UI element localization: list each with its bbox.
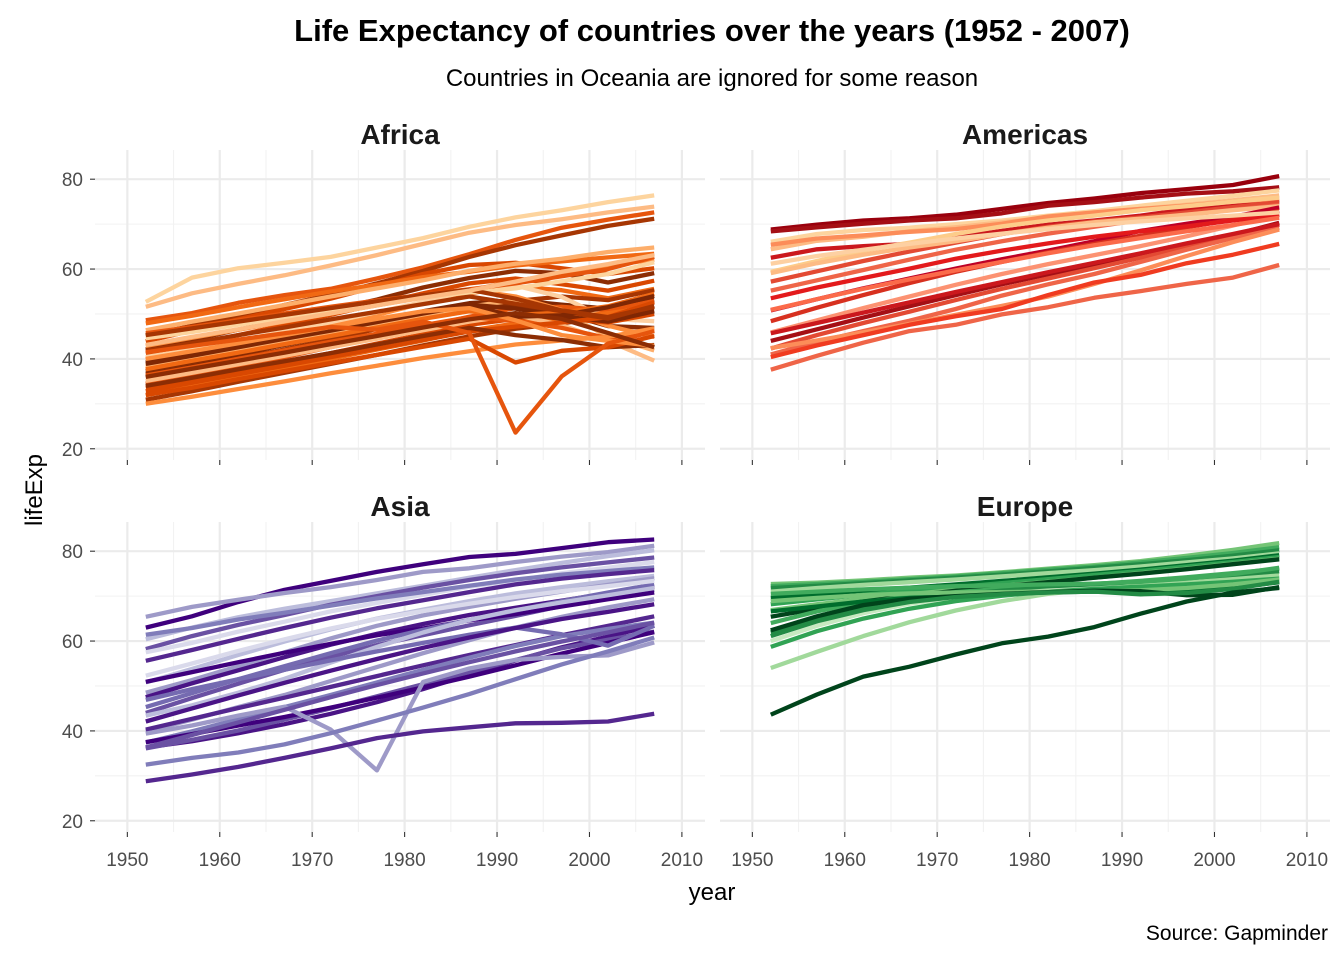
series-line-asia-12 (145, 590, 655, 685)
facet-panel-africa: 20 40 60 80 Africa (62, 119, 705, 465)
series-line-americas-22 (770, 241, 1280, 360)
x-tick-label: 2000 (568, 850, 610, 871)
series-line-asia-6 (145, 565, 655, 637)
y-tick-label: 40 (62, 722, 83, 743)
series-line-africa-35 (145, 319, 655, 435)
series-line-americas-2 (770, 185, 1280, 234)
series-line-americas-5 (770, 198, 1280, 260)
series-line-asia-4 (145, 555, 655, 652)
chart-caption: Source: Gapminder (1146, 922, 1328, 945)
y-tick-label: 20 (62, 440, 83, 461)
facet-panel-europe: 1950 1960 1970 1980 1990 2000 2010 Europe (720, 491, 1330, 871)
series-line-asia-2 (145, 543, 655, 619)
series-line-asia-27 (145, 620, 655, 750)
series-line-americas-21 (770, 221, 1280, 336)
series-line-americas-1 (770, 173, 1280, 232)
series-line-africa-32 (145, 293, 655, 367)
y-tick-label: 80 (62, 170, 83, 191)
series-line-africa-8 (145, 245, 655, 333)
x-tick-label: 1990 (476, 850, 518, 871)
series-line-africa-36 (145, 287, 655, 338)
x-tick-label: 2010 (661, 850, 703, 871)
chart-title: Life Expectancy of countries over the ye… (294, 13, 1130, 48)
x-tick-label: 1950 (731, 850, 773, 871)
x-tick-label: 1980 (383, 850, 425, 871)
x-tick-label: 1950 (106, 850, 148, 871)
series-line-asia-23 (145, 711, 655, 784)
series-line-africa-3 (145, 210, 655, 323)
series-line-asia-19 (145, 629, 655, 751)
x-tick-label: 1970 (916, 850, 958, 871)
series-line-asia-14 (145, 585, 655, 718)
facet-label-europe: Europe (977, 491, 1073, 522)
series-line-asia-26 (145, 602, 655, 724)
series-line-europe-16 (770, 565, 1280, 597)
series-line-asia-7 (145, 567, 655, 663)
series-line-africa-4 (145, 216, 655, 338)
series-line-europe-4 (770, 551, 1280, 594)
x-tick-label: 1960 (199, 850, 241, 871)
series-line-americas-18 (770, 222, 1280, 351)
series-line-africa-34 (145, 305, 655, 362)
facet-label-asia: Asia (370, 491, 430, 522)
series-line-asia-25 (145, 578, 655, 678)
facet-panel-asia: 1950 1960 1970 1980 1990 2000 2010 20 40 60 80 Asia (62, 491, 705, 871)
series-line-asia-20 (145, 630, 655, 745)
series-line-asia-24 (145, 623, 656, 702)
y-tick-label: 60 (62, 260, 83, 281)
y-tick-label: 60 (62, 632, 83, 653)
series-line-asia-22 (145, 635, 655, 767)
y-tick-label: 20 (62, 812, 83, 833)
series-line-africa-2 (145, 204, 655, 309)
series-line-americas-14 (770, 212, 1280, 301)
x-tick-label: 1970 (291, 850, 333, 871)
facet-panel-americas: Americas (720, 119, 1330, 465)
x-tick-label: 2010 (1286, 850, 1328, 871)
series-line-europe-19 (769, 585, 1280, 717)
x-tick-label: 1960 (824, 850, 866, 871)
series-line-asia-1 (145, 537, 655, 630)
series-line-americas-23 (770, 262, 1280, 372)
x-tick-label: 1980 (1008, 850, 1050, 871)
chart-subtitle: Countries in Oceania are ignored for som… (446, 65, 978, 92)
y-tick-label: 40 (62, 350, 83, 371)
series-line-africa-38 (145, 310, 655, 380)
series-line-africa-1 (144, 193, 655, 304)
x-tick-label: 2000 (1193, 850, 1235, 871)
y-axis-title: lifeExp (21, 454, 48, 526)
series-line-europe-18 (770, 579, 1280, 639)
series-line-americas-13 (770, 212, 1280, 335)
y-tick-label: 80 (62, 542, 83, 563)
x-axis-title: year (689, 879, 736, 906)
series-line-africa-7 (145, 251, 655, 326)
series-line-asia-21 (145, 640, 655, 773)
series-line-africa-27 (145, 325, 655, 389)
series-line-africa-37 (145, 252, 655, 348)
series-line-africa-33 (145, 333, 655, 398)
series-line-americas-15 (770, 215, 1280, 312)
series-line-americas-16 (770, 210, 1280, 266)
facet-label-americas: Americas (962, 119, 1088, 150)
x-tick-label: 1990 (1101, 850, 1143, 871)
facet-label-africa: Africa (360, 119, 440, 150)
